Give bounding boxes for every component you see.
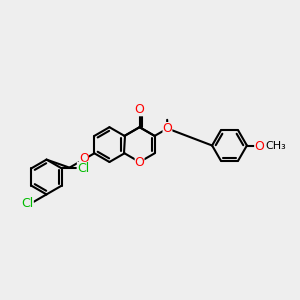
Text: O: O bbox=[135, 103, 145, 116]
Text: Cl: Cl bbox=[22, 197, 34, 210]
Text: CH₃: CH₃ bbox=[265, 141, 286, 152]
Text: Cl: Cl bbox=[77, 162, 89, 175]
Text: O: O bbox=[135, 155, 145, 169]
Text: O: O bbox=[163, 122, 172, 135]
Text: O: O bbox=[254, 140, 264, 153]
Text: O: O bbox=[79, 152, 89, 165]
